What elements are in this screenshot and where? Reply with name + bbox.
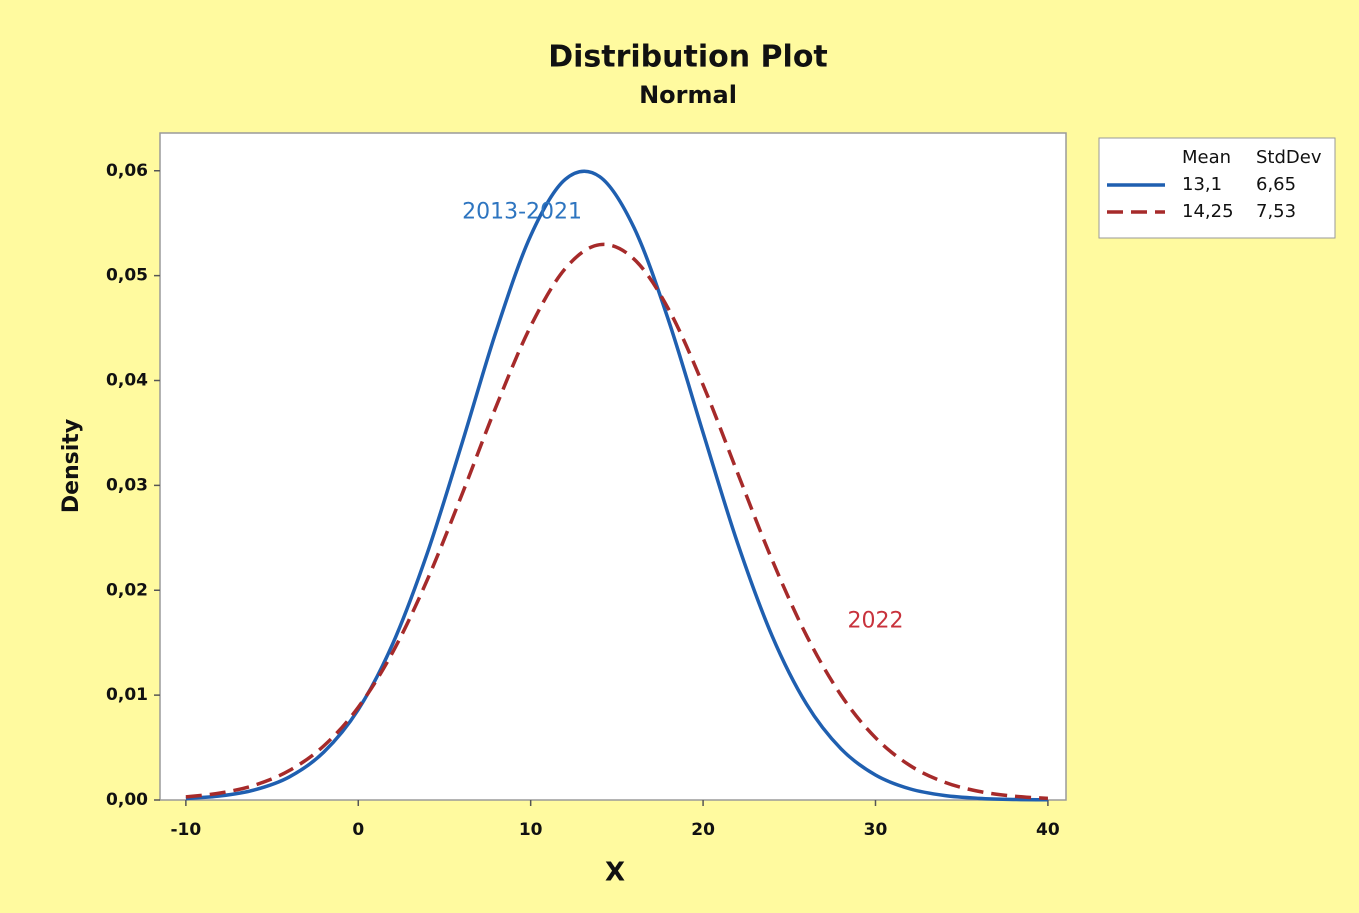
chart-subtitle: Normal bbox=[639, 81, 737, 109]
legend-header: Mean bbox=[1182, 147, 1231, 168]
y-tick-label: 0,01 bbox=[106, 685, 148, 705]
annotation: 2013-2021 bbox=[462, 200, 582, 225]
legend-mean: 13,1 bbox=[1182, 174, 1222, 195]
legend-header: StdDev bbox=[1256, 147, 1322, 168]
x-tick-label: 0 bbox=[352, 820, 364, 840]
legend-mean: 14,25 bbox=[1182, 201, 1234, 222]
x-tick-label: 20 bbox=[691, 820, 715, 840]
x-axis-label: X bbox=[605, 858, 625, 888]
x-tick-label: -10 bbox=[171, 820, 202, 840]
density-curve bbox=[185, 169, 1048, 802]
y-axis-label: Density bbox=[59, 419, 84, 513]
x-tick-label: 10 bbox=[519, 820, 543, 840]
y-tick-label: 0,00 bbox=[106, 790, 148, 810]
chart-title: Distribution Plot bbox=[548, 40, 828, 75]
x-tick-label: 30 bbox=[864, 820, 888, 840]
y-tick-label: 0,02 bbox=[106, 580, 148, 600]
y-tick-label: 0,03 bbox=[106, 475, 148, 495]
x-tick-label: 40 bbox=[1036, 820, 1060, 840]
density-curve bbox=[185, 242, 1049, 801]
y-tick-label: 0,05 bbox=[106, 266, 148, 286]
legend-stdev: 7,53 bbox=[1256, 201, 1296, 222]
plot-area bbox=[159, 132, 1067, 801]
annotation: 2022 bbox=[847, 609, 903, 634]
y-tick-label: 0,06 bbox=[106, 161, 148, 181]
legend-stdev: 6,65 bbox=[1256, 174, 1296, 195]
y-tick-label: 0,04 bbox=[106, 371, 148, 391]
legend-box bbox=[1098, 137, 1336, 239]
